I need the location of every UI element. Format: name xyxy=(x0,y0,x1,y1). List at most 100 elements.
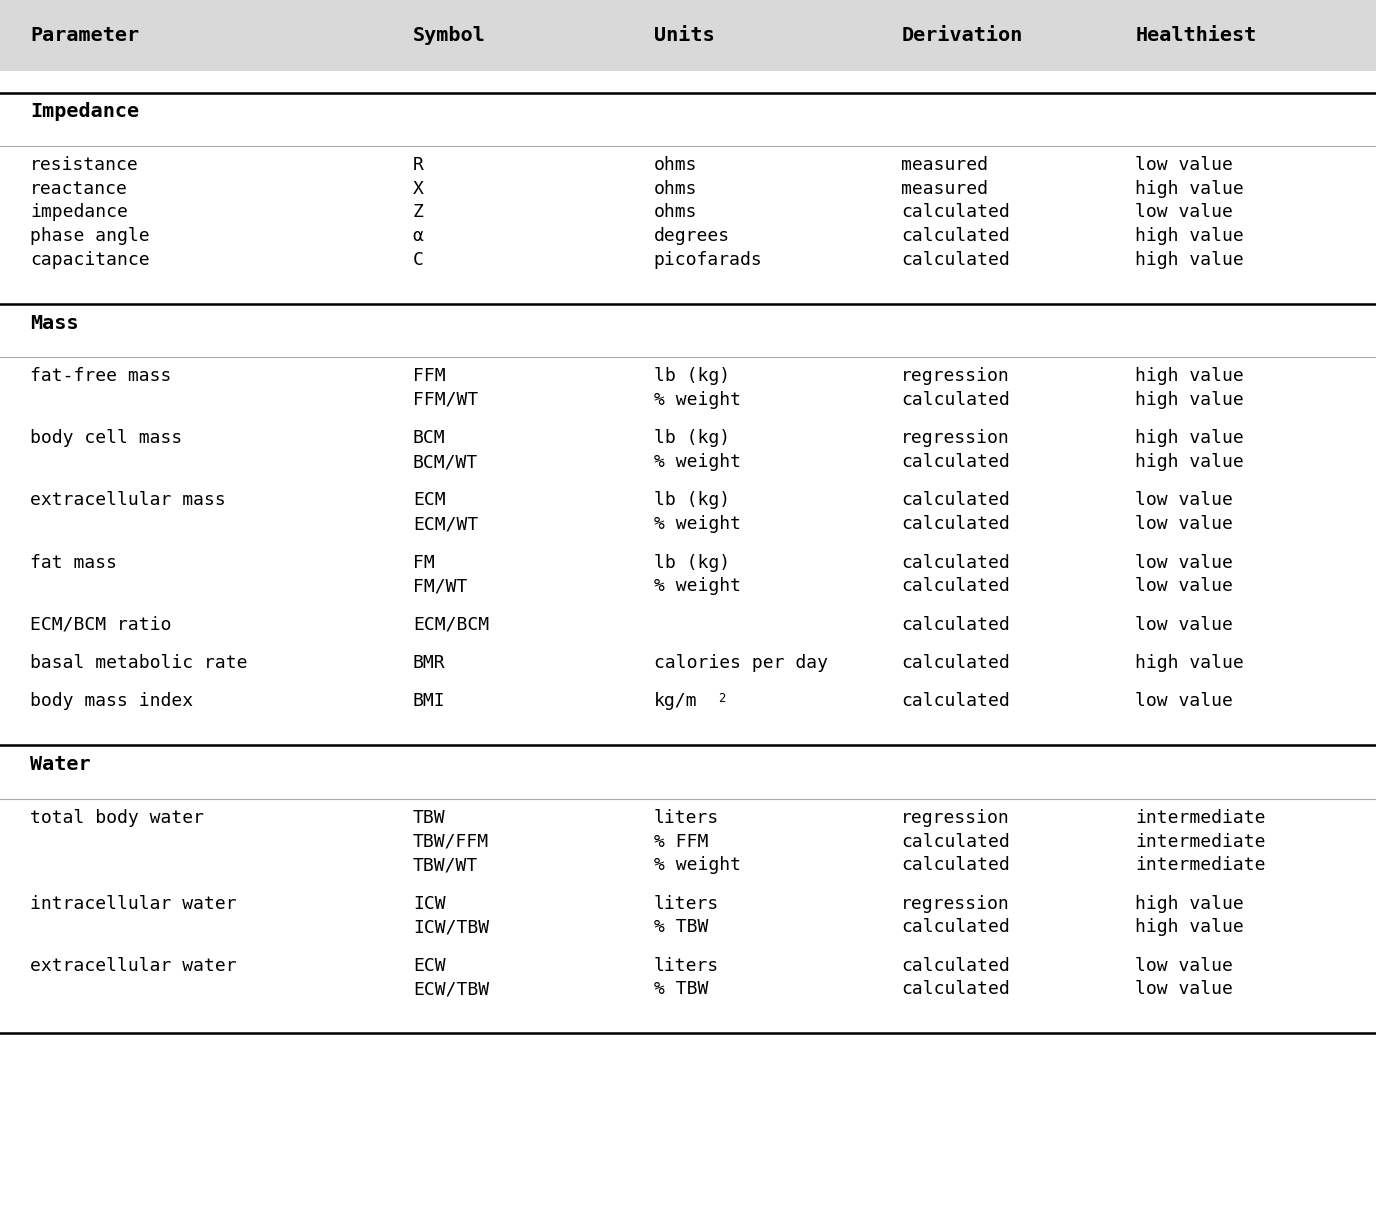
Text: % TBW: % TBW xyxy=(654,980,709,999)
Text: calculated: calculated xyxy=(901,228,1010,245)
Text: high value: high value xyxy=(1135,430,1244,447)
Text: Units: Units xyxy=(654,26,714,45)
Text: Symbol: Symbol xyxy=(413,26,486,45)
Text: ohms: ohms xyxy=(654,203,698,222)
Text: low value: low value xyxy=(1135,156,1233,174)
Text: 2: 2 xyxy=(718,693,725,705)
Text: Parameter: Parameter xyxy=(30,26,139,45)
Text: Z: Z xyxy=(413,203,424,222)
Text: calculated: calculated xyxy=(901,957,1010,974)
Text: FM/WT: FM/WT xyxy=(413,577,468,596)
Text: ECM/WT: ECM/WT xyxy=(413,515,477,533)
Text: extracellular water: extracellular water xyxy=(30,957,237,974)
Text: TBW/FFM: TBW/FFM xyxy=(413,833,488,850)
Text: % weight: % weight xyxy=(654,856,740,875)
Text: α: α xyxy=(413,228,424,245)
Text: body cell mass: body cell mass xyxy=(30,430,183,447)
Text: % weight: % weight xyxy=(654,391,740,409)
Text: regression: regression xyxy=(901,368,1010,385)
Text: FFM: FFM xyxy=(413,368,446,385)
Text: high value: high value xyxy=(1135,368,1244,385)
Text: intermediate: intermediate xyxy=(1135,809,1266,827)
Text: low value: low value xyxy=(1135,492,1233,509)
Text: high value: high value xyxy=(1135,228,1244,245)
Text: FM: FM xyxy=(413,554,435,571)
Text: ohms: ohms xyxy=(654,156,698,174)
Text: capacitance: capacitance xyxy=(30,251,150,269)
Text: extracellular mass: extracellular mass xyxy=(30,492,226,509)
Text: regression: regression xyxy=(901,430,1010,447)
Text: calculated: calculated xyxy=(901,251,1010,269)
Text: ECM: ECM xyxy=(413,492,446,509)
Text: low value: low value xyxy=(1135,515,1233,533)
Text: low value: low value xyxy=(1135,203,1233,222)
Text: intracellular water: intracellular water xyxy=(30,895,237,912)
Text: calculated: calculated xyxy=(901,515,1010,533)
Text: ICW/TBW: ICW/TBW xyxy=(413,918,488,937)
Text: calculated: calculated xyxy=(901,391,1010,409)
Text: liters: liters xyxy=(654,957,718,974)
Text: Mass: Mass xyxy=(30,314,78,333)
Text: calculated: calculated xyxy=(901,654,1010,672)
Text: fat-free mass: fat-free mass xyxy=(30,368,172,385)
Text: BCM/WT: BCM/WT xyxy=(413,453,477,471)
Text: lb (kg): lb (kg) xyxy=(654,430,729,447)
Text: low value: low value xyxy=(1135,957,1233,974)
Text: calculated: calculated xyxy=(901,554,1010,571)
Text: measured: measured xyxy=(901,156,988,174)
Text: % TBW: % TBW xyxy=(654,918,709,937)
Text: ICW: ICW xyxy=(413,895,446,912)
Text: TBW/WT: TBW/WT xyxy=(413,856,477,875)
Text: calories per day: calories per day xyxy=(654,654,827,672)
Text: low value: low value xyxy=(1135,693,1233,710)
Text: high value: high value xyxy=(1135,180,1244,197)
Text: % weight: % weight xyxy=(654,515,740,533)
Text: reactance: reactance xyxy=(30,180,128,197)
Text: % weight: % weight xyxy=(654,577,740,596)
Text: lb (kg): lb (kg) xyxy=(654,368,729,385)
Text: X: X xyxy=(413,180,424,197)
Text: TBW: TBW xyxy=(413,809,446,827)
Text: FFM/WT: FFM/WT xyxy=(413,391,477,409)
Text: calculated: calculated xyxy=(901,918,1010,937)
Text: % weight: % weight xyxy=(654,453,740,471)
Text: BMR: BMR xyxy=(413,654,446,672)
Text: high value: high value xyxy=(1135,391,1244,409)
Text: calculated: calculated xyxy=(901,203,1010,222)
Text: Healthiest: Healthiest xyxy=(1135,26,1256,45)
Text: liters: liters xyxy=(654,809,718,827)
Text: calculated: calculated xyxy=(901,693,1010,710)
Text: low value: low value xyxy=(1135,616,1233,633)
Bar xyxy=(0,0,1376,71)
Text: calculated: calculated xyxy=(901,492,1010,509)
Text: low value: low value xyxy=(1135,577,1233,596)
Text: R: R xyxy=(413,156,424,174)
Text: calculated: calculated xyxy=(901,453,1010,471)
Text: kg/m: kg/m xyxy=(654,693,698,710)
Text: C: C xyxy=(413,251,424,269)
Text: regression: regression xyxy=(901,809,1010,827)
Text: ohms: ohms xyxy=(654,180,698,197)
Text: BCM: BCM xyxy=(413,430,446,447)
Text: regression: regression xyxy=(901,895,1010,912)
Text: low value: low value xyxy=(1135,980,1233,999)
Text: fat mass: fat mass xyxy=(30,554,117,571)
Text: high value: high value xyxy=(1135,918,1244,937)
Text: calculated: calculated xyxy=(901,833,1010,850)
Text: total body water: total body water xyxy=(30,809,204,827)
Text: calculated: calculated xyxy=(901,856,1010,875)
Text: picofarads: picofarads xyxy=(654,251,762,269)
Text: intermediate: intermediate xyxy=(1135,856,1266,875)
Text: calculated: calculated xyxy=(901,577,1010,596)
Text: high value: high value xyxy=(1135,453,1244,471)
Text: low value: low value xyxy=(1135,554,1233,571)
Text: BMI: BMI xyxy=(413,693,446,710)
Text: Derivation: Derivation xyxy=(901,26,1022,45)
Text: phase angle: phase angle xyxy=(30,228,150,245)
Text: ECW/TBW: ECW/TBW xyxy=(413,980,488,999)
Text: % FFM: % FFM xyxy=(654,833,709,850)
Text: ECM/BCM ratio: ECM/BCM ratio xyxy=(30,616,172,633)
Text: ECW: ECW xyxy=(413,957,446,974)
Text: high value: high value xyxy=(1135,654,1244,672)
Text: body mass index: body mass index xyxy=(30,693,194,710)
